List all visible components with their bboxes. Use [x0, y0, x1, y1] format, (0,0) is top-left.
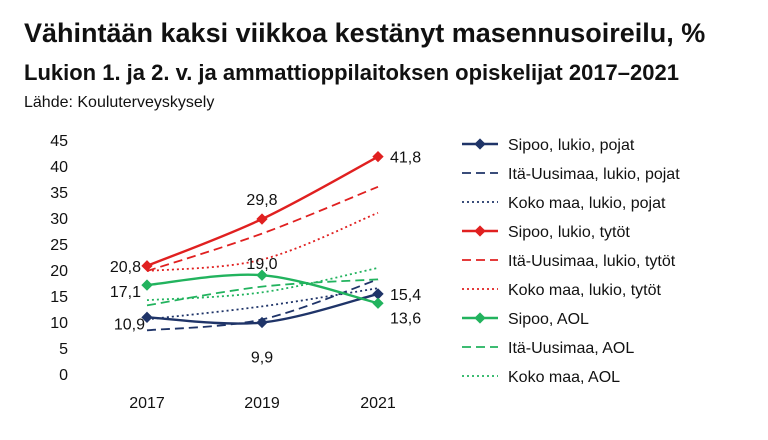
legend-label: Itä-Uusimaa, lukio, pojat: [508, 166, 680, 183]
y-tick-label: 5: [59, 341, 68, 358]
data-point-marker: [141, 260, 153, 272]
y-tick-label: 30: [50, 211, 68, 228]
x-tick-label: 2019: [244, 395, 280, 412]
legend-marker: [474, 138, 486, 150]
series-line: [146, 287, 379, 321]
legend-item: Sipoo, lukio, pojat: [462, 137, 635, 154]
legend-marker: [474, 312, 486, 324]
y-tick-label: 0: [59, 367, 68, 384]
series-lines: [141, 150, 384, 332]
x-axis: 2017 2019 2021: [129, 395, 396, 412]
data-labels: 10,9 9,9 15,4 20,8 29,8 41,8 17,1 19,0 13,6: [110, 150, 421, 367]
legend: Sipoo, lukio, pojat Itä-Uusimaa, lukio, p…: [462, 137, 680, 386]
data-label: 9,9: [251, 350, 273, 367]
series-line: [146, 278, 379, 307]
data-point-marker: [372, 297, 384, 309]
y-tick-label: 45: [50, 133, 68, 150]
legend-label: Sipoo, lukio, tytöt: [508, 224, 630, 241]
data-label: 41,8: [390, 150, 421, 167]
legend-label: Koko maa, lukio, tytöt: [508, 282, 662, 299]
data-label: 19,0: [246, 256, 277, 273]
data-label: 20,8: [110, 259, 141, 276]
data-label: 13,6: [390, 310, 421, 327]
x-tick-label: 2017: [129, 395, 165, 412]
y-tick-label: 10: [50, 315, 68, 332]
legend-item: Itä-Uusimaa, lukio, pojat: [462, 166, 680, 183]
legend-label: Sipoo, AOL: [508, 311, 589, 328]
data-point-marker: [372, 288, 384, 300]
data-point-marker: [141, 311, 153, 323]
data-point-marker: [141, 279, 153, 291]
chart-subtitle: Lukion 1. ja 2. v. ja ammattioppilaitoks…: [24, 60, 679, 85]
series-line: [146, 267, 379, 302]
data-point-marker: [372, 150, 384, 163]
data-point-marker: [256, 213, 268, 225]
legend-label: Sipoo, lukio, pojat: [508, 137, 635, 154]
y-tick-label: 25: [50, 237, 68, 254]
legend-item: Koko maa, lukio, pojat: [462, 195, 666, 212]
data-point-marker: [256, 316, 268, 329]
legend-item: Itä-Uusimaa, AOL: [462, 340, 634, 357]
data-label: 15,4: [390, 287, 421, 304]
y-tick-label: 20: [50, 263, 68, 280]
data-point-marker: [256, 269, 268, 281]
legend-item: Sipoo, lukio, tytöt: [462, 224, 630, 241]
y-tick-label: 15: [50, 289, 68, 306]
legend-item: Sipoo, AOL: [462, 311, 589, 328]
x-tick-label: 2021: [360, 395, 396, 412]
legend-label: Koko maa, lukio, pojat: [508, 195, 666, 212]
series-line: [146, 185, 379, 272]
y-tick-label: 40: [50, 159, 68, 176]
data-label: 29,8: [246, 192, 277, 209]
legend-marker: [474, 225, 486, 237]
chart-title: Vähintään kaksi viikkoa kestänyt masennu…: [24, 18, 706, 48]
chart-source: Lähde: Kouluterveyskysely: [24, 94, 215, 111]
series-line: [146, 155, 379, 267]
y-tick-label: 35: [50, 185, 68, 202]
y-axis: 0 5 10 15 20 25 30 35 40 45: [50, 133, 68, 384]
legend-item: Koko maa, AOL: [462, 369, 620, 386]
series-line: [146, 211, 379, 272]
legend-label: Itä-Uusimaa, lukio, tytöt: [508, 253, 676, 270]
legend-label: Koko maa, AOL: [508, 369, 620, 386]
data-label: 10,9: [114, 316, 145, 333]
legend-item: Koko maa, lukio, tytöt: [462, 282, 662, 299]
legend-label: Itä-Uusimaa, AOL: [508, 340, 634, 357]
legend-item: Itä-Uusimaa, lukio, tytöt: [462, 253, 676, 270]
data-label: 17,1: [110, 284, 141, 301]
